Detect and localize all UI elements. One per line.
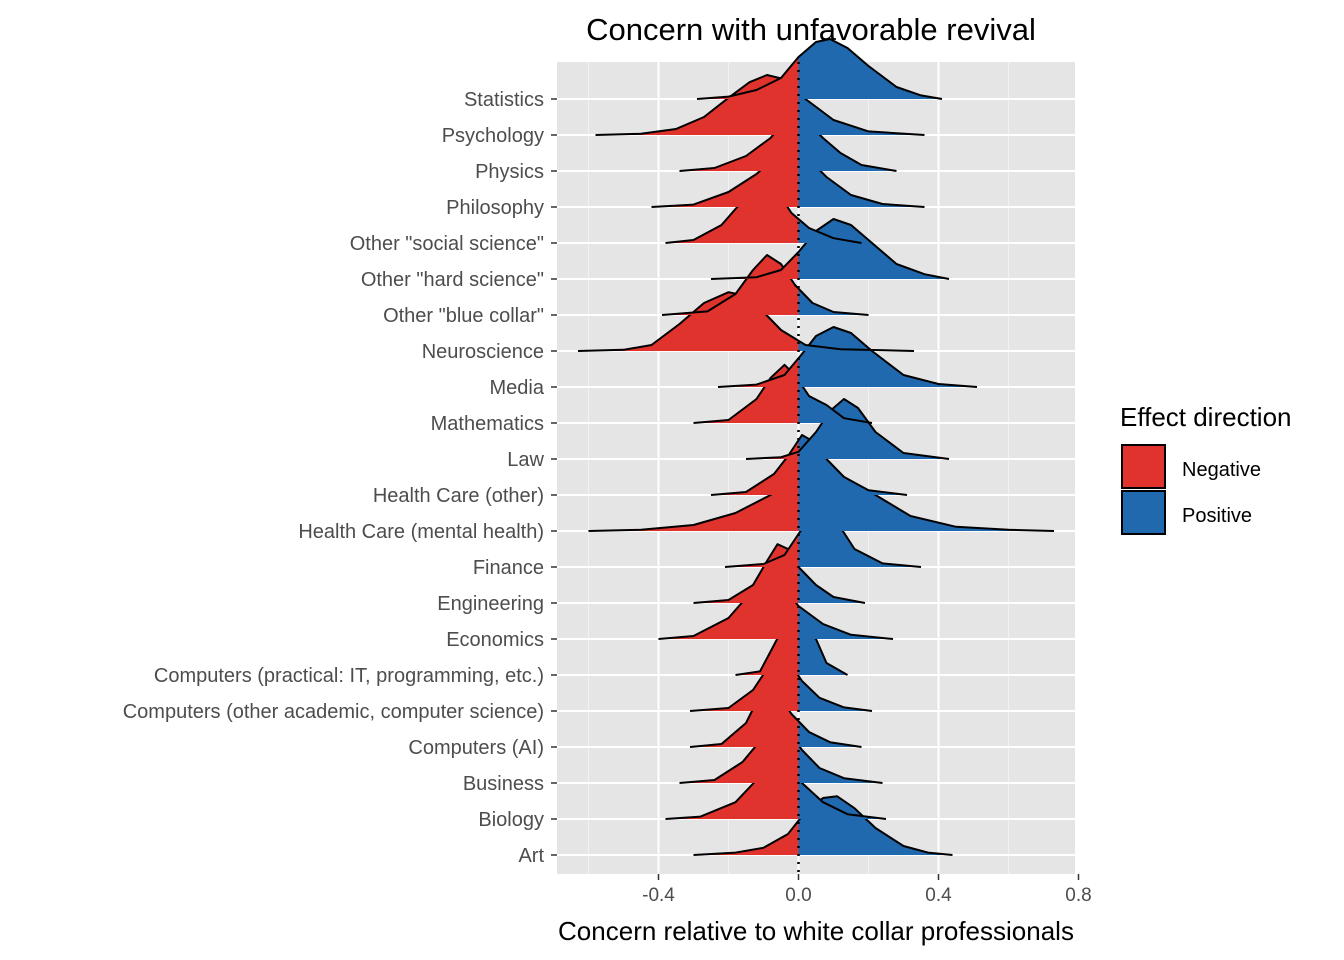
ridge-area-positive xyxy=(798,152,925,207)
y-tick-label: Biology xyxy=(478,809,544,831)
ridge-area-positive xyxy=(798,92,925,135)
y-tick-label: Computers (other academic, computer scie… xyxy=(123,701,544,723)
ridge-area-negative xyxy=(662,255,799,315)
chart-title: Concern with unfavorable revival xyxy=(586,12,1036,47)
y-tick-label: Media xyxy=(490,377,545,399)
x-axis: -0.4 0.0 0.4 0.8 xyxy=(642,874,1092,906)
y-tick-label: Engineering xyxy=(437,593,544,615)
y-tick-label: Neuroscience xyxy=(422,341,544,363)
ridge-outline xyxy=(717,326,978,388)
ridge-area-positive xyxy=(798,288,869,315)
ridge-area-negative xyxy=(697,57,799,99)
ridges xyxy=(577,38,1055,856)
y-tick-label: Art xyxy=(518,845,544,867)
y-tick-label: Economics xyxy=(446,629,544,651)
y-tick-label: Other "blue collar" xyxy=(383,305,544,327)
ridge-area-negative xyxy=(693,820,799,855)
y-tick-label: Law xyxy=(507,449,544,471)
ridge-area-negative xyxy=(651,147,799,207)
ridge-outline xyxy=(710,434,908,496)
y-tick-label: Other "social science" xyxy=(350,233,544,255)
ridge-area-positive xyxy=(798,219,862,243)
ridge-area-negative xyxy=(679,111,799,171)
y-tick-label: Computers (practical: IT, programming, e… xyxy=(154,665,544,687)
ridge-outline xyxy=(693,543,866,604)
ridge-area-positive xyxy=(798,114,897,171)
x-axis-label: Concern relative to white collar profess… xyxy=(558,916,1074,946)
y-axis: Art Biology Business Computers (AI) Computer… xyxy=(123,89,557,867)
ridge-engineering xyxy=(693,543,866,604)
ridge-outline xyxy=(595,74,925,136)
ridge-area-positive xyxy=(798,606,893,639)
legend-title: Effect direction xyxy=(1120,402,1292,432)
x-tick-label: 0.4 xyxy=(925,885,952,906)
ridge-area-negative xyxy=(693,544,799,603)
ridge-area-negative xyxy=(725,534,799,567)
y-tick-label: Finance xyxy=(473,557,544,579)
ridge-area-positive xyxy=(798,675,872,711)
ridge-area-negative xyxy=(746,451,799,459)
ridge-outline xyxy=(710,218,950,280)
ridge-health-care-other xyxy=(710,434,908,496)
y-tick-label: Health Care (mental health) xyxy=(298,521,544,543)
ridge-area-positive xyxy=(798,39,942,99)
y-tick-label: Business xyxy=(463,773,544,795)
ridge-area-positive xyxy=(798,435,907,495)
legend: Effect direction Negative Positive xyxy=(1120,402,1292,535)
legend-label-negative: Negative xyxy=(1182,459,1261,481)
ridge-area-negative xyxy=(711,440,799,495)
y-tick-label: Health Care (other) xyxy=(373,485,544,507)
x-tick-label: 0.0 xyxy=(785,885,811,906)
ridge-area-positive xyxy=(798,721,862,747)
y-tick-label: Statistics xyxy=(464,89,544,111)
y-tick-label: Computers (AI) xyxy=(408,737,544,759)
ridge-outline xyxy=(745,398,950,460)
ridge-media xyxy=(717,326,978,388)
ridge-area-positive xyxy=(798,615,848,675)
ridge-area-negative xyxy=(718,358,799,387)
legend-key-negative xyxy=(1121,444,1166,489)
ridge-outline xyxy=(693,795,953,856)
ridge-area-positive xyxy=(798,778,886,819)
ridge-statistics xyxy=(696,38,943,100)
y-tick-label: Mathematics xyxy=(431,413,544,435)
y-tick-label: Psychology xyxy=(442,125,544,147)
x-tick-label: -0.4 xyxy=(642,885,675,906)
ridge-area-positive xyxy=(798,327,977,387)
x-tick-label: 0.8 xyxy=(1065,885,1091,906)
ridge-area-positive xyxy=(798,472,1054,531)
ridge-area-positive xyxy=(798,380,872,423)
ridge-other-blue-collar xyxy=(661,254,869,316)
y-tick-label: Philosophy xyxy=(446,197,544,219)
ridge-area-positive xyxy=(798,219,949,279)
ridge-outline xyxy=(661,254,869,316)
ridge-psychology xyxy=(595,74,925,136)
y-tick-label: Other "hard science" xyxy=(361,269,544,291)
ridge-other-hard-science xyxy=(710,218,950,280)
legend-key-positive xyxy=(1121,490,1166,535)
ridge-area-negative xyxy=(595,75,799,135)
ridge-area-positive xyxy=(798,745,883,783)
ridge-area-positive xyxy=(798,567,865,603)
ridge-outline xyxy=(696,38,943,100)
ridge-area-negative xyxy=(588,478,799,531)
y-tick-label: Physics xyxy=(475,161,544,183)
legend-label-positive: Positive xyxy=(1182,505,1252,527)
